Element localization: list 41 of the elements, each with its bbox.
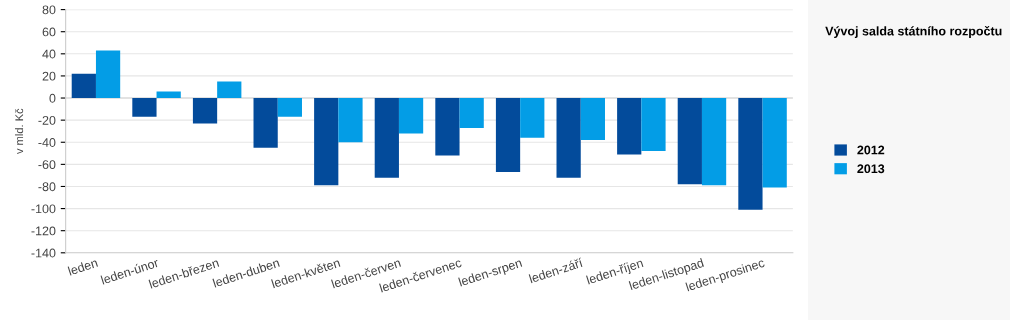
bar	[435, 98, 460, 156]
y-tick-label: -100	[31, 204, 56, 214]
bar	[617, 98, 642, 155]
bar	[459, 98, 484, 128]
legend-label: 2013	[857, 164, 885, 174]
bar	[701, 98, 727, 186]
bar	[338, 98, 363, 143]
bar	[277, 98, 302, 117]
bar	[192, 98, 218, 124]
bar	[132, 98, 157, 117]
bar	[217, 81, 242, 99]
bar	[520, 98, 545, 138]
y-tick-label: -140	[31, 248, 56, 258]
x-tick-label: leden	[67, 257, 99, 276]
bar	[738, 98, 763, 210]
legend-label: 2012	[857, 145, 885, 155]
y-tick-label: 0	[49, 93, 56, 103]
y-tick-label: -20	[38, 115, 56, 125]
bar	[556, 98, 581, 178]
bar	[71, 73, 96, 99]
y-tick-label: -60	[38, 160, 56, 170]
bar	[677, 98, 702, 185]
bar	[398, 98, 424, 134]
y-tick-label: 60	[42, 27, 56, 37]
y-tick-label: -120	[31, 226, 56, 236]
bar	[374, 98, 399, 178]
y-axis-title: v mld. Kč	[14, 108, 24, 154]
y-tick-label: 80	[42, 5, 56, 15]
bar	[762, 98, 787, 188]
text: Vývoj salda státního rozpočtu	[825, 26, 1002, 38]
bar	[580, 98, 605, 141]
y-tick-label: 20	[42, 71, 56, 81]
bar	[495, 98, 521, 173]
bar	[156, 91, 181, 99]
y-tick-label: -40	[38, 138, 56, 147]
y-tick-label: 40	[42, 49, 56, 59]
bar	[253, 98, 278, 148]
y-tick-label: -80	[38, 182, 56, 192]
bar	[641, 98, 666, 152]
bar	[95, 50, 121, 99]
bar	[314, 98, 339, 186]
